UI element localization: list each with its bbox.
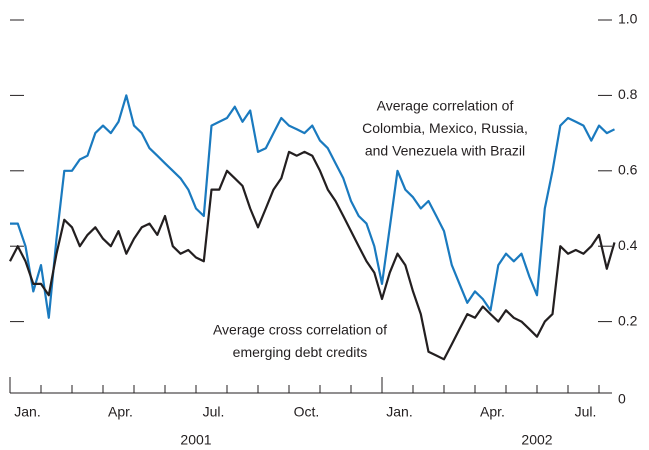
y-tick-label: 0	[618, 391, 626, 407]
year-label: 2001	[180, 432, 211, 448]
month-label: Jul.	[575, 404, 597, 420]
year-label: 2002	[521, 432, 552, 448]
y-tick-label: 0.2	[618, 312, 638, 328]
series-line	[10, 94, 615, 319]
annotation: Average cross correlation of	[213, 322, 387, 338]
month-label: Apr.	[480, 404, 505, 420]
y-tick-label: 0.8	[618, 86, 638, 102]
annotation: emerging debt credits	[233, 344, 368, 360]
annotation: Average correlation of	[377, 98, 514, 114]
annotation: Colombia, Mexico, Russia,	[362, 120, 528, 136]
month-label: Apr.	[108, 404, 133, 420]
month-label: Jan.	[14, 404, 40, 420]
y-tick-label: 0.4	[618, 237, 638, 253]
month-label: Jul.	[203, 404, 225, 420]
month-label: Oct.	[294, 404, 320, 420]
y-tick-label: 1.0	[618, 11, 638, 27]
month-label: Jan.	[386, 404, 412, 420]
annotation: and Venezuela with Brazil	[365, 143, 525, 159]
y-tick-label: 0.6	[618, 162, 638, 178]
series-line	[9, 150, 616, 361]
